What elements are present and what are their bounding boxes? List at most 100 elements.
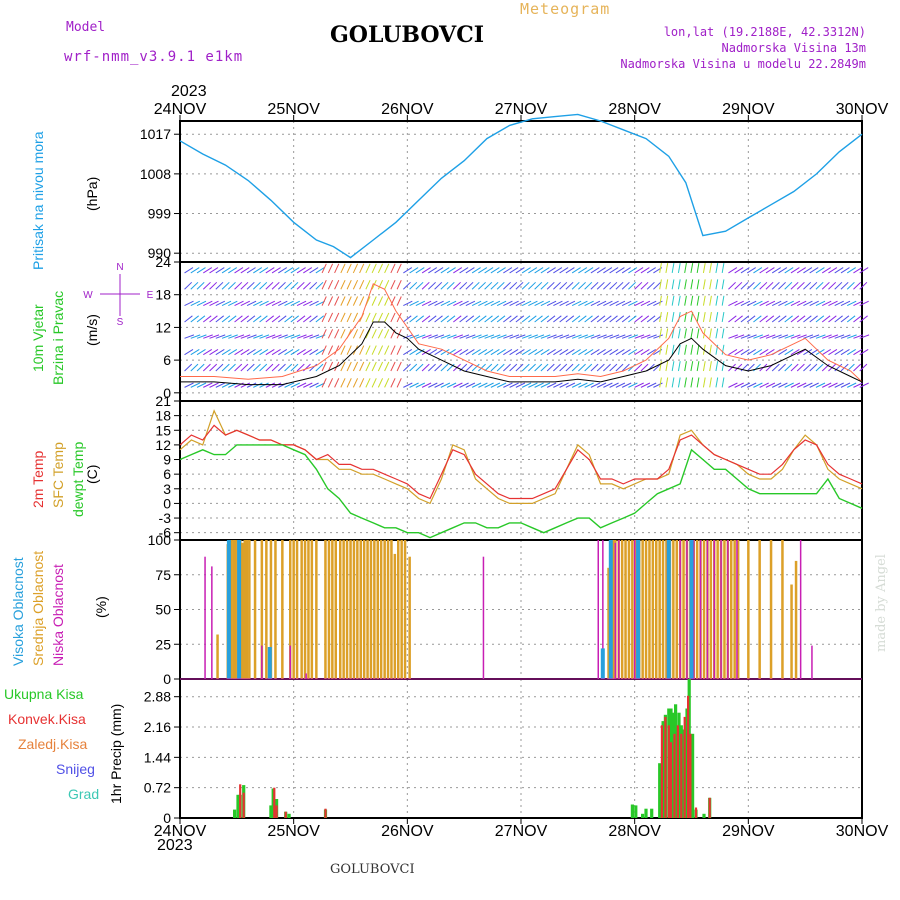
cloud-bar-mid: [794, 560, 798, 679]
wind-barb: [665, 344, 669, 355]
wind-barb: [646, 281, 655, 290]
precip-bar-total: [233, 809, 237, 818]
wind-barb: [209, 348, 219, 356]
wind-barb: [253, 315, 262, 323]
year-bottom: 2023: [157, 837, 193, 854]
wind-barb: [859, 315, 868, 323]
cloud-bar-mid: [658, 540, 661, 679]
wind-barb: [746, 382, 757, 388]
wind-barb: [377, 378, 384, 388]
wind-barb: [797, 334, 807, 339]
wind-barb: [853, 267, 863, 274]
precip-bar-conv: [687, 695, 690, 818]
wind-barb: [778, 315, 787, 323]
wind-barb: [196, 382, 207, 388]
cloud-bar-high: [666, 540, 671, 679]
wind-barb: [309, 363, 318, 372]
precip-bar-conv: [694, 807, 698, 818]
wind-barb: [434, 334, 445, 339]
wind-barb: [227, 281, 236, 290]
wind-barb: [284, 382, 294, 388]
wind-barb: [821, 267, 831, 274]
wind-barb: [271, 363, 280, 372]
wind-barb: [753, 315, 762, 323]
wind-barb: [390, 345, 396, 355]
wind-barb: [365, 361, 371, 372]
wind-barb: [228, 334, 238, 339]
wind-barb: [546, 315, 556, 323]
wind-barb: [352, 312, 359, 323]
wind-barb: [271, 382, 282, 388]
wind-barb: [471, 363, 480, 372]
wind-barb: [659, 344, 662, 355]
wind-barb: [321, 361, 327, 372]
wind-barb: [253, 267, 263, 274]
wind-barb: [484, 334, 495, 339]
cloud-bar-mid: [695, 540, 699, 679]
cloud-bar-low: [597, 540, 599, 679]
wind-barb: [753, 300, 763, 307]
wind-barb: [796, 281, 805, 290]
cloud-bar-mid: [274, 540, 277, 679]
wind-barb: [696, 295, 700, 306]
wind-barb: [234, 281, 243, 290]
wind-barb: [209, 315, 218, 323]
wind-barb: [834, 281, 843, 290]
wind-barb: [709, 312, 712, 323]
wind-barb: [759, 334, 770, 339]
wind-barb: [246, 382, 257, 388]
wind-barb: [190, 334, 201, 339]
wind-barb: [403, 300, 413, 307]
precip-bar-total: [236, 794, 240, 818]
wind-barb: [753, 267, 763, 274]
wind-barb: [790, 363, 799, 372]
y-tick-label: 100: [148, 532, 172, 548]
wind-barb: [453, 382, 463, 388]
wind-barb: [584, 267, 594, 274]
wind-barb: [409, 363, 418, 372]
wind-barb: [721, 361, 725, 372]
wind-barb: [702, 312, 706, 323]
cloud-bar-low: [261, 645, 263, 679]
wind-barb: [509, 315, 518, 323]
wind-barb: [296, 334, 307, 339]
wind-barb: [184, 382, 194, 388]
wind-barb: [446, 315, 456, 323]
wind-barb: [615, 300, 626, 307]
cloud-bar-mid: [736, 540, 740, 679]
wind-barb: [265, 281, 274, 290]
wind-barb: [315, 281, 324, 290]
wind-barb: [190, 348, 200, 356]
x-tick-label-top: 29NOV: [722, 101, 775, 118]
wind-barb: [315, 348, 325, 356]
wind-barb: [534, 267, 544, 274]
wind-barb: [646, 348, 656, 356]
wind-barb: [359, 263, 365, 274]
wind-barb: [478, 363, 486, 372]
wind-barb: [496, 281, 505, 290]
wind-barb: [634, 334, 645, 339]
wind-barb: [609, 300, 619, 307]
wind-barb: [634, 315, 643, 323]
wind-barb: [234, 348, 244, 356]
wind-barb: [209, 300, 219, 307]
wind-barb: [828, 315, 837, 323]
wind-barb: [609, 315, 618, 323]
wind-barb: [396, 378, 402, 388]
wind-barb: [702, 263, 706, 273]
wind-barb: [796, 300, 807, 307]
wind-barb: [571, 300, 582, 307]
wind-barb: [377, 263, 384, 274]
wind-barb: [834, 267, 844, 274]
y-tick-label: 1.44: [144, 749, 171, 765]
wind-barb: [284, 281, 293, 290]
wind-barb: [859, 334, 870, 339]
wind-barb: [690, 295, 694, 306]
wind-barb: [709, 377, 712, 388]
wind-barb: [759, 382, 769, 388]
wind-barb: [352, 263, 359, 274]
wind-barb: [853, 348, 863, 356]
wind-barb: [771, 363, 780, 372]
wind-barb: [290, 334, 301, 339]
wind-barb: [240, 315, 250, 323]
